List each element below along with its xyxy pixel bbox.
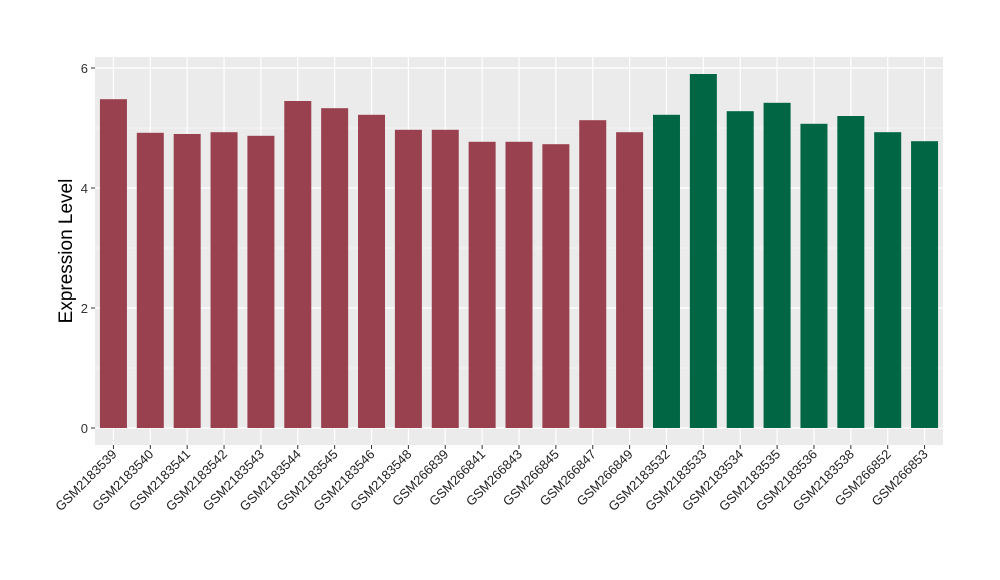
y-tick-label: 0 [81,421,88,436]
bar-GSM266845 [542,144,570,428]
bar-GSM2183544 [284,101,312,428]
bar-GSM2183538 [837,116,865,428]
bar-GSM2183546 [358,114,386,429]
bar-GSM2183533 [689,74,717,428]
bar-GSM2183539 [99,99,127,428]
y-tick-label: 2 [81,301,88,316]
bar-GSM2183548 [394,129,422,429]
bar-GSM266843 [505,141,533,429]
y-tick-label: 4 [81,181,88,196]
bar-GSM2183545 [321,108,349,428]
bar-GSM2183541 [173,134,201,428]
bar-GSM2183536 [800,123,828,429]
bar-GSM266839 [431,129,459,429]
bar-GSM2183535 [763,102,791,429]
bar-GSM266852 [874,132,902,428]
bar-GSM266849 [616,132,644,428]
bar-GSM266853 [911,141,939,428]
bar-GSM2183540 [136,132,164,429]
y-axis-label: Expression Level [56,179,77,324]
bar-GSM266847 [579,120,607,428]
bar-GSM2183532 [652,114,680,429]
bar-GSM2183543 [247,135,275,429]
bar-GSM2183534 [726,111,754,428]
bar-GSM2183542 [210,132,238,428]
bar-GSM266841 [468,141,496,429]
y-tick-label: 6 [81,61,88,76]
